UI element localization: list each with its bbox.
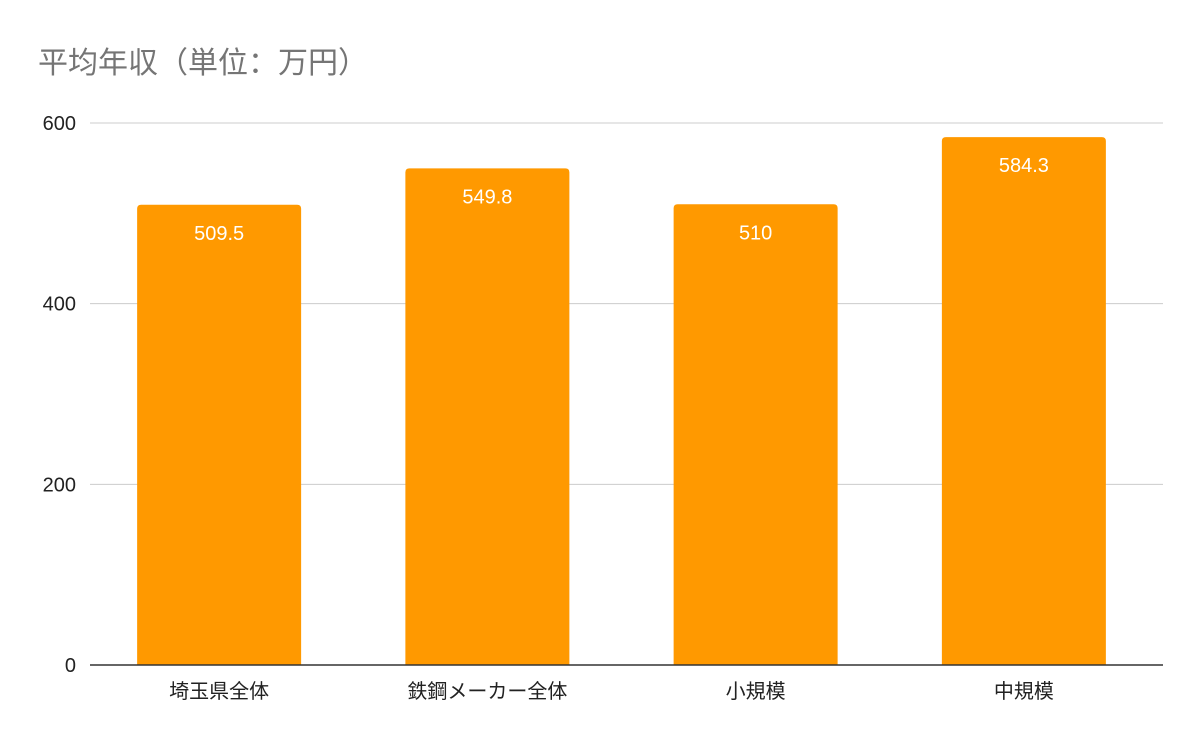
x-axis-categories: 埼玉県全体 鉄鋼メーカー全体 小規模 中規模 [169,679,1054,703]
y-axis-ticks: 0 200 400 600 [43,113,76,677]
x-category-label-0: 埼玉県全体 [169,679,269,703]
y-tick-label: 400 [43,294,76,316]
y-tick-label: 200 [43,474,76,496]
bar-2 [673,204,838,666]
x-category-label-3: 中規模 [994,679,1054,703]
y-tick-label: 600 [43,113,76,135]
bar-1 [405,168,570,665]
data-label-0: 509.5 [194,223,244,245]
data-labels: 509.5 549.8 510 584.3 [194,155,1049,245]
x-category-label-2: 小規模 [726,679,786,703]
bar-0 [137,204,302,666]
x-category-label-1: 鉄鋼メーカー全体 [407,679,567,703]
bars [137,137,1106,666]
chart-title: 平均年収（単位：万円） [38,46,368,81]
y-tick-label: 0 [65,655,76,677]
bar-3 [941,137,1106,666]
data-label-1: 549.8 [462,186,512,208]
data-label-2: 510 [739,222,772,244]
data-label-3: 584.3 [999,155,1049,177]
